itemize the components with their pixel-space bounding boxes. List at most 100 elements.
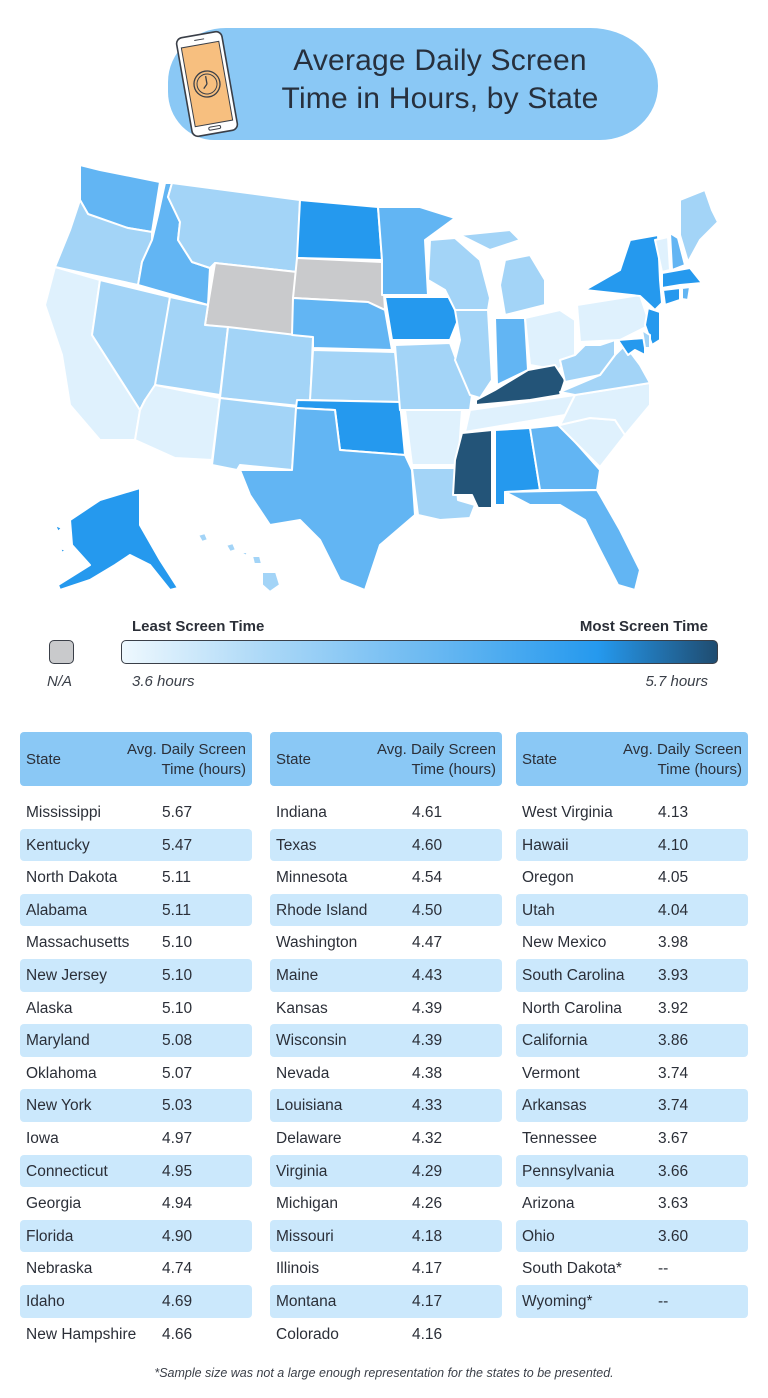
screen-time-value: 3.74 xyxy=(658,1064,689,1082)
state-name: Massachusetts xyxy=(26,934,130,952)
page-title: Average Daily Screen Time in Hours, by S… xyxy=(240,42,640,118)
table-header: State Avg. Daily Screen Time (hours) xyxy=(20,732,252,786)
screen-time-value: 4.39 xyxy=(412,1032,443,1050)
state-name: Wyoming* xyxy=(522,1292,593,1310)
us-choropleth-map xyxy=(44,164,719,593)
header-value-line-1: Avg. Daily Screen xyxy=(127,741,246,758)
state-name: New York xyxy=(26,1097,92,1115)
table-row: Ohio 3.60 xyxy=(516,1219,748,1253)
state-name: Idaho xyxy=(26,1292,65,1310)
table-row: North Carolina 3.92 xyxy=(516,992,748,1025)
state-name: California xyxy=(522,1032,588,1050)
state-michigan xyxy=(459,229,546,316)
state-name: Hawaii xyxy=(522,836,569,854)
state-name: South Carolina xyxy=(522,966,625,984)
header-state: State xyxy=(276,751,312,768)
title-line-1: Average Daily Screen xyxy=(293,44,587,77)
screen-time-value: 3.74 xyxy=(658,1097,689,1115)
table-row: Tennessee 3.67 xyxy=(516,1122,748,1155)
table-row: New York 5.03 xyxy=(20,1089,252,1122)
screen-time-value: 4.10 xyxy=(658,836,689,854)
state-delaware xyxy=(641,329,651,349)
state-maryland xyxy=(617,337,646,356)
table-row: Kentucky 5.47 xyxy=(20,828,252,862)
state-nebraska xyxy=(291,297,393,351)
table-row: Oklahoma 5.07 xyxy=(20,1057,252,1090)
state-wyoming xyxy=(204,262,298,336)
state-name: Maryland xyxy=(26,1032,90,1050)
header-value-line-1: Avg. Daily Screen xyxy=(623,741,742,758)
screen-time-value: 5.08 xyxy=(162,1032,193,1050)
table-row: New Jersey 5.10 xyxy=(20,958,252,992)
table-row: Delaware 4.32 xyxy=(270,1122,502,1155)
state-name: Kentucky xyxy=(26,836,90,854)
screen-time-value: 4.60 xyxy=(412,836,443,854)
screen-time-value: 4.50 xyxy=(412,901,443,919)
state-name: Minnesota xyxy=(276,869,348,887)
legend-max-value: 5.7 hours xyxy=(645,673,708,690)
state-texas xyxy=(239,407,416,591)
table-row: Montana 4.17 xyxy=(270,1284,502,1318)
state-name: New Mexico xyxy=(522,934,607,952)
state-new-york xyxy=(584,234,663,311)
screen-time-value: 4.94 xyxy=(162,1195,193,1213)
screen-time-value: 5.10 xyxy=(162,999,193,1017)
screen-time-value: 3.66 xyxy=(658,1162,689,1180)
state-name: Wisconsin xyxy=(276,1032,347,1050)
table-row: Michigan 4.26 xyxy=(270,1187,502,1220)
screen-time-value: 4.17 xyxy=(412,1260,443,1278)
table-row: Wyoming* -- xyxy=(516,1284,748,1318)
table-header: State Avg. Daily Screen Time (hours) xyxy=(516,732,748,786)
screen-time-value: 4.26 xyxy=(412,1195,443,1213)
state-name: Virginia xyxy=(276,1162,328,1180)
table-row: Pennsylvania 3.66 xyxy=(516,1154,748,1188)
state-maine xyxy=(679,189,719,263)
table-row: Arkansas 3.74 xyxy=(516,1089,748,1122)
screen-time-value: 5.11 xyxy=(162,901,192,919)
header-state: State xyxy=(26,751,62,768)
state-name: Michigan xyxy=(276,1195,339,1213)
table-row: Georgia 4.94 xyxy=(20,1187,252,1220)
table-row: Texas 4.60 xyxy=(270,828,502,862)
state-name: Montana xyxy=(276,1292,337,1310)
table-row: West Virginia 4.13 xyxy=(516,796,748,829)
table-row: Alaska 5.10 xyxy=(20,992,252,1025)
screen-time-value: 4.38 xyxy=(412,1064,443,1082)
state-name: Iowa xyxy=(26,1129,59,1147)
state-illinois xyxy=(454,309,493,399)
state-pennsylvania xyxy=(576,294,651,343)
state-name: Rhode Island xyxy=(276,901,368,919)
table-row: Maryland 5.08 xyxy=(20,1024,252,1057)
state-mississippi xyxy=(452,429,493,509)
phone-clock-icon xyxy=(175,30,239,138)
state-new-jersey xyxy=(644,307,661,346)
screen-time-value: 4.90 xyxy=(162,1227,193,1245)
screen-time-value: 5.10 xyxy=(162,934,193,952)
state-name: Vermont xyxy=(522,1064,580,1082)
state-name: Indiana xyxy=(276,804,327,821)
screen-time-value: -- xyxy=(658,1292,669,1310)
screen-time-value: 3.92 xyxy=(658,999,689,1017)
screen-time-value: 4.95 xyxy=(162,1162,193,1180)
screen-time-value: 4.69 xyxy=(162,1292,193,1310)
state-colorado xyxy=(219,326,314,408)
footnote: *Sample size was not a large enough repr… xyxy=(154,1366,614,1380)
state-name: Mississippi xyxy=(26,804,101,821)
state-name: Maine xyxy=(276,966,319,984)
header-value: Avg. Daily Screen Time (hours) xyxy=(127,740,246,780)
state-name: Utah xyxy=(522,901,555,919)
table-row: Idaho 4.69 xyxy=(20,1284,252,1318)
table-row: California 3.86 xyxy=(516,1024,748,1057)
table-row: Alabama 5.11 xyxy=(20,893,252,927)
state-name: Kansas xyxy=(276,999,328,1017)
table-row: Arizona 3.63 xyxy=(516,1187,748,1220)
table-row: Louisiana 4.33 xyxy=(270,1089,502,1122)
state-name: New Jersey xyxy=(26,966,107,984)
screen-time-value: 3.93 xyxy=(658,966,689,984)
screen-time-value: 5.11 xyxy=(162,869,192,887)
ranking-table-2: State Avg. Daily Screen Time (hours) Ind… xyxy=(270,732,502,1350)
state-name: Texas xyxy=(276,836,317,854)
state-rhode-island xyxy=(681,286,691,301)
state-name: Pennsylvania xyxy=(522,1162,615,1180)
table-row: Florida 4.90 xyxy=(20,1219,252,1253)
